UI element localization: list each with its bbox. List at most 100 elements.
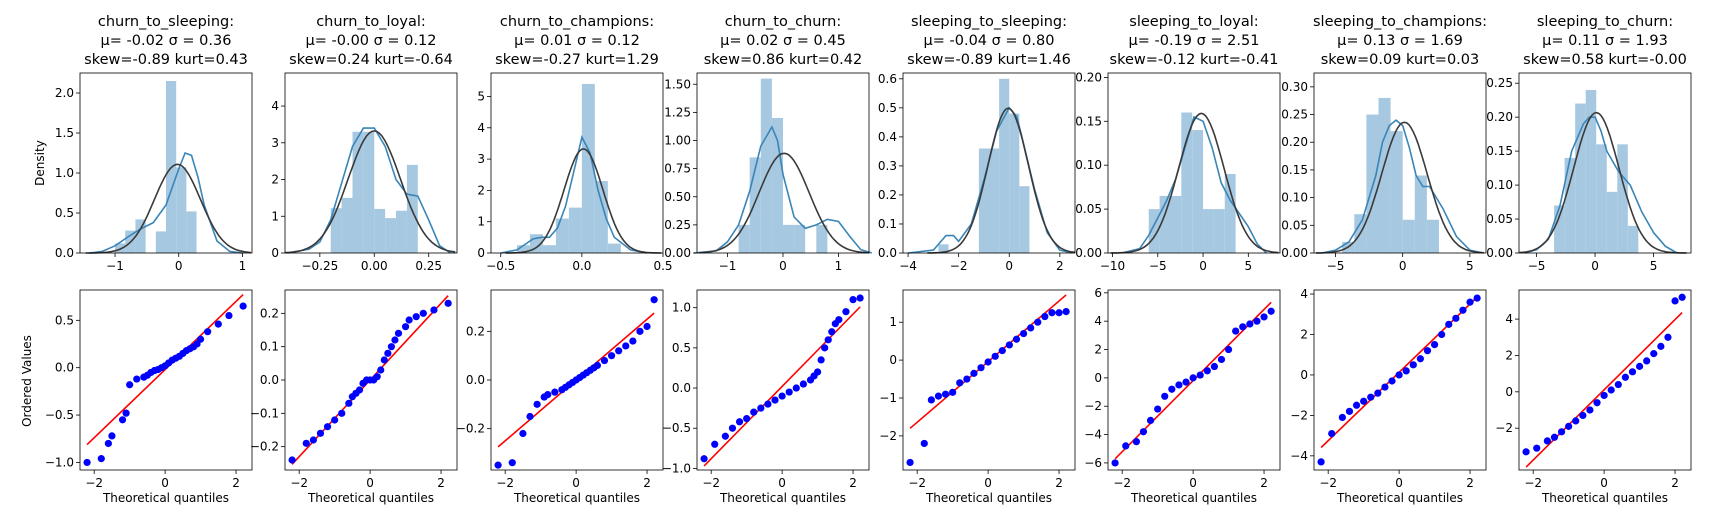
- y-tick-label: 0.20: [1486, 110, 1513, 124]
- hist-bar: [135, 219, 146, 253]
- qq-point: [519, 429, 527, 438]
- qq-point: [83, 458, 91, 467]
- y-tick-label: 0.05: [1075, 202, 1102, 216]
- panel-title-line: skew=-0.27 kurt=1.29: [495, 52, 659, 68]
- qq-y-tick-label: −2: [879, 429, 897, 443]
- qq-y-tick-label: 0: [1300, 368, 1308, 382]
- normal-fit-line: [1519, 111, 1687, 254]
- qq-point: [1345, 407, 1354, 415]
- qq-xlabel: Theoretical quantiles: [1130, 491, 1257, 505]
- qq-point: [551, 388, 559, 396]
- qq-point: [384, 349, 392, 357]
- qq-frame: [1313, 289, 1487, 471]
- qq-point: [856, 294, 864, 302]
- qq-point: [778, 392, 786, 400]
- x-tick-label: −0.5: [486, 259, 515, 273]
- x-tick-label: 0: [1005, 259, 1013, 273]
- x-tick-label: 1: [835, 259, 843, 273]
- x-tick-label: 0.5: [653, 259, 672, 273]
- kde-line: [694, 125, 873, 254]
- qq-point: [743, 414, 751, 423]
- qq-point: [338, 409, 346, 417]
- y-tick-label: 0.50: [664, 190, 691, 204]
- qq-y-tick-label: −4: [1084, 428, 1102, 442]
- x-tick-label: 0.0: [572, 259, 591, 273]
- qq-axes: −2 0 2 −1.0 −0.5 0.0 0.5 Theoretical quantiles: [45, 289, 253, 505]
- qq-axes: −2 0 2 −2 −1 0 1 Theoretical quantiles: [879, 289, 1076, 505]
- qq-y-tick-label: 1.0: [672, 301, 691, 315]
- qq-point: [963, 375, 971, 383]
- density-axes: −5 0 5 0.00 0.05 0.10 0.15 0.20 0.25 0.30: [1281, 72, 1487, 273]
- y-tick-label: 0.5: [55, 206, 74, 220]
- qq-point: [1416, 355, 1424, 363]
- qq-point: [1533, 444, 1541, 452]
- panel-sleeping_to_sleeping: sleeping_to_sleeping: μ= -0.04 σ = 0.80 sk…: [878, 14, 1076, 505]
- hist-bar: [1170, 195, 1182, 253]
- qq-y-tick-label: 0.0: [55, 361, 74, 375]
- panel-sleeping_to_loyal: sleeping_to_loyal: μ= -0.19 σ = 2.51 skew=…: [1075, 14, 1281, 505]
- qq-point: [355, 386, 364, 394]
- x-tick-label: −5: [1149, 259, 1167, 273]
- qq-point: [629, 337, 637, 345]
- hist-bar: [594, 181, 608, 253]
- density-frame: [284, 72, 458, 254]
- qq-point: [1395, 371, 1403, 379]
- qq-point: [387, 343, 395, 351]
- hist-bar: [341, 197, 353, 253]
- qq-point: [1175, 381, 1183, 389]
- panel-title-line: skew=-0.89 kurt=1.46: [907, 52, 1071, 68]
- qq-point: [1019, 329, 1028, 338]
- qq-point: [239, 302, 247, 310]
- qq-point: [1565, 422, 1573, 430]
- qq-point: [394, 329, 403, 337]
- qq-y-tick-label: 2: [1300, 327, 1308, 341]
- normal-fit-line: [699, 152, 870, 254]
- y-tick-label: 0.20: [1281, 135, 1308, 149]
- qq-point: [225, 311, 233, 320]
- qq-reference-line: [703, 306, 861, 467]
- x-tick-label: −1: [719, 259, 737, 273]
- qq-point: [1572, 417, 1580, 425]
- qq-point: [1182, 378, 1190, 386]
- hist-bar: [999, 78, 1010, 253]
- qq-y-tick-label: 4: [1505, 312, 1513, 326]
- density-frame: [1107, 72, 1281, 254]
- qq-y-tick-label: −2: [1290, 408, 1308, 422]
- qq-xlabel: Theoretical quantiles: [719, 491, 846, 505]
- panel-title-line: sleeping_to_champions:: [1313, 14, 1487, 30]
- qq-point: [401, 323, 410, 331]
- x-tick-label: 2: [1056, 259, 1064, 273]
- qq-axes: −2 0 2 −0.2 0.0 0.2 Theoretical quantiles: [456, 289, 664, 505]
- qq-point: [1139, 428, 1148, 436]
- qq-point: [643, 322, 651, 331]
- qq-point: [1253, 317, 1261, 325]
- qq-point: [600, 356, 609, 365]
- y-tick-label: 0.15: [1075, 114, 1102, 128]
- hist-bar: [1390, 131, 1403, 253]
- qq-point: [412, 313, 420, 321]
- hist-bar: [816, 224, 828, 253]
- qq-y-tick-label: −6: [1084, 456, 1102, 470]
- qq-point: [1445, 320, 1453, 328]
- panel-title-line: sleeping_to_churn:: [1537, 14, 1673, 30]
- x-tick-label: 0: [1199, 259, 1207, 273]
- hist-bar: [749, 157, 761, 253]
- qq-point: [593, 361, 601, 370]
- qq-x-tick-label: 2: [643, 476, 651, 490]
- qq-point: [377, 366, 385, 374]
- qq-xlabel: Theoretical quantiles: [307, 491, 434, 505]
- panel-title-line: μ= 0.13 σ = 1.69: [1337, 33, 1463, 49]
- x-tick-label: 0: [779, 259, 787, 273]
- hist-bar: [1224, 173, 1236, 253]
- y-tick-label: 5: [477, 89, 485, 103]
- qq-axes: −2 0 2 −2 0 2 4 Theoretical quantiles: [1495, 289, 1692, 505]
- y-tick-label: 4: [477, 121, 485, 135]
- qq-point: [920, 439, 928, 448]
- qq-point: [1132, 438, 1140, 446]
- qq-point: [323, 423, 332, 431]
- qq-point: [764, 400, 772, 408]
- density-axes: −1 0 1 0.00 0.25 0.50 0.75 1.00 1.25 1.50: [664, 72, 873, 273]
- qq-point: [1402, 367, 1410, 375]
- x-tick-label: 0.00: [361, 259, 388, 273]
